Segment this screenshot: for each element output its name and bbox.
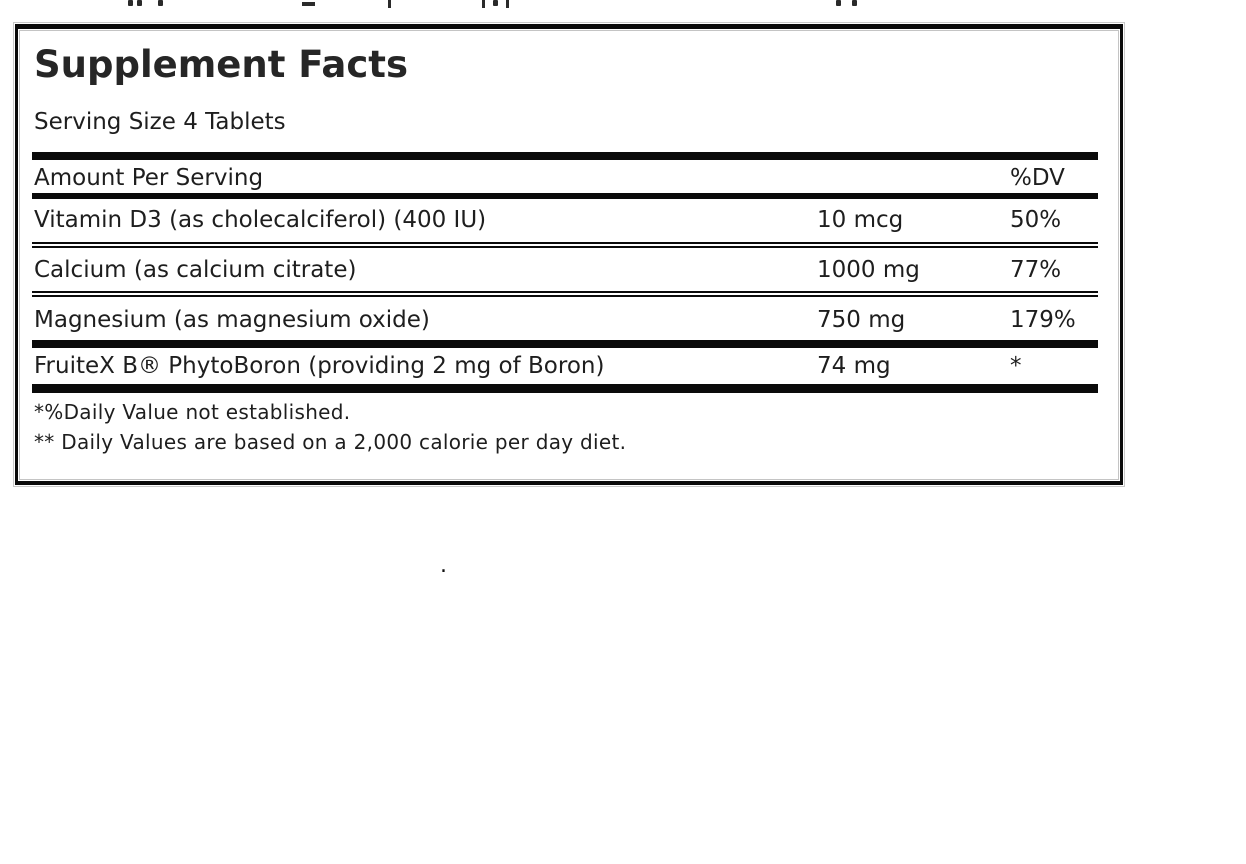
nutrient-name: FruiteX B® PhytoBoron (providing 2 mg of… — [34, 353, 605, 379]
cropped-text-remnant — [128, 0, 133, 6]
cropped-text-remnant — [836, 0, 841, 6]
thick-rule-bottom — [32, 384, 1098, 393]
footnote-daily-values: ** Daily Values are based on a 2,000 cal… — [34, 430, 627, 454]
table-row-fruitex-b: FruiteX B® PhytoBoron (providing 2 mg of… — [18, 351, 1120, 381]
supplement-facts-label: Supplement Facts Serving Size 4 Tablets … — [15, 24, 1123, 485]
cropped-text-remnant — [493, 0, 498, 6]
cropped-text-remnant — [852, 0, 857, 6]
nutrient-dv: 50% — [1010, 207, 1062, 233]
cropped-text-remnant — [482, 0, 485, 8]
nutrient-name: Calcium (as calcium citrate) — [34, 257, 357, 283]
table-row-vitamin-d3: Vitamin D3 (as cholecalciferol) (400 IU)… — [18, 205, 1120, 235]
nutrient-dv: 179% — [1010, 307, 1076, 333]
footnote-dv-not-established: *%Daily Value not established. — [34, 400, 351, 424]
dv-column-label: %DV — [1010, 165, 1065, 191]
cropped-text-remnant — [506, 0, 509, 8]
cropped-text-remnant — [158, 0, 163, 6]
thick-rule-mid — [32, 340, 1098, 348]
stray-dot: . — [440, 553, 447, 578]
double-rule — [32, 291, 1098, 297]
cropped-text-remnant — [302, 2, 315, 6]
nutrient-dv: * — [1010, 353, 1022, 379]
nutrient-name: Magnesium (as magnesium oxide) — [34, 307, 430, 333]
table-row-magnesium: Magnesium (as magnesium oxide) 750 mg 17… — [18, 305, 1120, 335]
nutrient-name: Vitamin D3 (as cholecalciferol) (400 IU) — [34, 207, 487, 233]
amount-per-serving-label: Amount Per Serving — [34, 165, 264, 191]
double-rule — [32, 242, 1098, 248]
label-title: Supplement Facts — [34, 43, 409, 86]
serving-size: Serving Size 4 Tablets — [34, 109, 286, 135]
nutrient-amount: 1000 mg — [817, 257, 920, 283]
nutrient-dv: 77% — [1010, 257, 1062, 283]
table-header-row: Amount Per Serving %DV — [18, 165, 1120, 193]
thick-rule-header — [32, 193, 1098, 199]
cropped-text-remnant — [137, 0, 142, 6]
cropped-text-remnant — [388, 0, 391, 8]
table-row-calcium: Calcium (as calcium citrate) 1000 mg 77% — [18, 255, 1120, 285]
nutrient-amount: 74 mg — [817, 353, 891, 379]
nutrient-amount: 10 mcg — [817, 207, 904, 233]
thick-rule-top — [32, 152, 1098, 160]
nutrient-amount: 750 mg — [817, 307, 906, 333]
